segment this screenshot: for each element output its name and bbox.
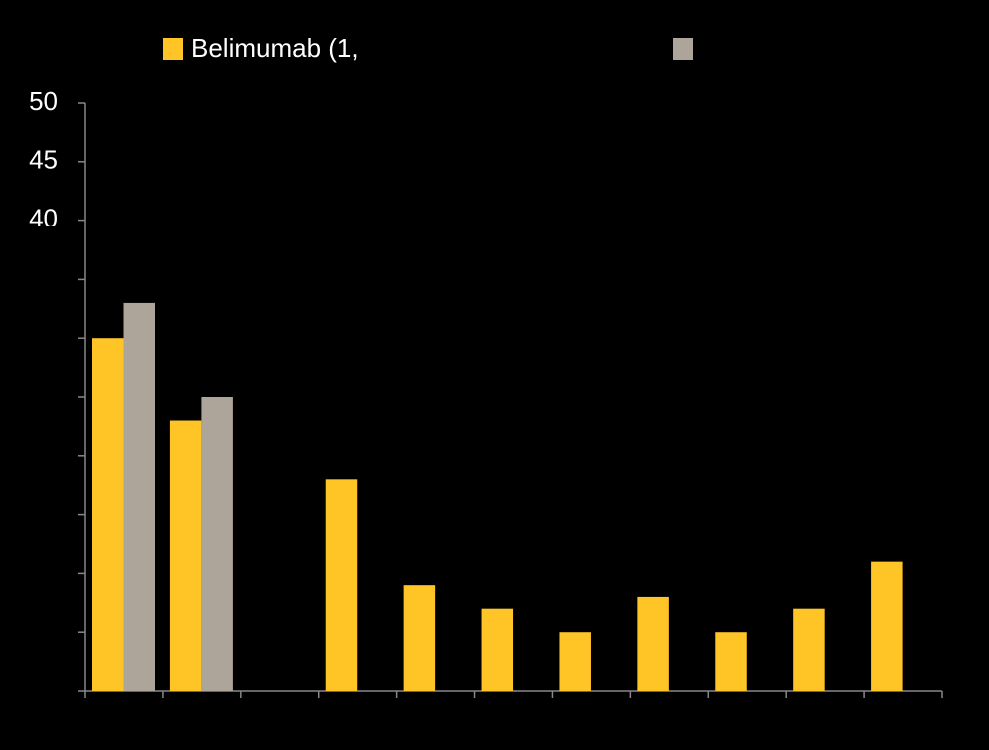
y-tick-label: 45 [29, 145, 58, 175]
bar [325, 479, 358, 691]
bar [637, 596, 669, 691]
y-tick-label: 50 [29, 86, 58, 116]
bar [403, 585, 436, 691]
bar [793, 608, 825, 691]
legend-label: Belimumab (1, [191, 33, 359, 63]
occlusion [398, 22, 668, 80]
bar [715, 632, 747, 691]
legend-swatch [163, 38, 183, 60]
bar [92, 338, 124, 691]
legend-swatch [673, 38, 693, 60]
bar [481, 608, 514, 691]
bar [559, 632, 591, 691]
bar [871, 561, 903, 691]
bar [201, 397, 233, 691]
legend: Belimumab (1, [163, 33, 693, 63]
bar [169, 420, 202, 691]
occlusion [0, 226, 82, 246]
bar [123, 302, 155, 691]
